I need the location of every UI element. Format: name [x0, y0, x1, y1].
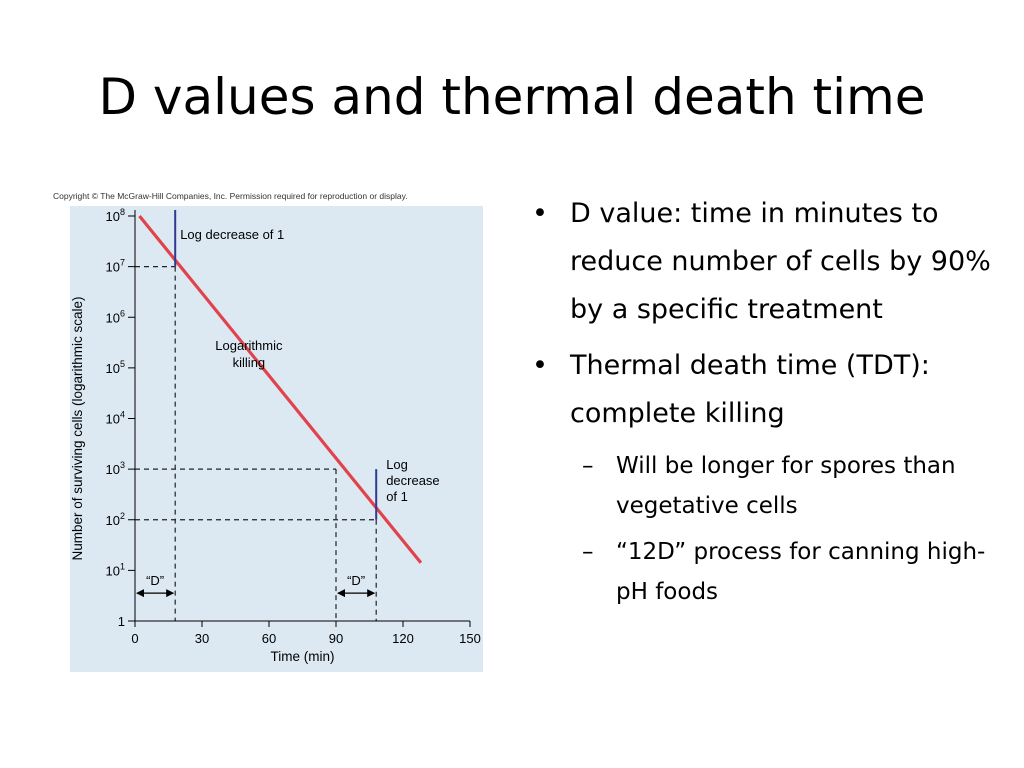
dashed-guides [135, 266, 377, 621]
survival-series [138, 214, 423, 564]
bullet-text: D value: time in minutes to reduce numbe… [570, 198, 991, 325]
dash-icon: – [582, 453, 594, 479]
bullet-dot-icon: • [532, 198, 548, 229]
x-tick-label: 120 [392, 631, 414, 646]
chart-annotations: Log decrease of 1 Logarithmic killing Log de… [180, 227, 439, 504]
bullet-item: • D value: time in minutes to reduce num… [532, 190, 1002, 334]
axes [134, 210, 470, 622]
arrow-left-icon [136, 589, 144, 598]
x-tick-label: 90 [329, 631, 343, 646]
dash-icon: – [582, 539, 594, 565]
sub-bullet-text: Will be longer for spores than vegetativ… [616, 453, 956, 519]
sub-bullet-text: “12D” process for canning high-pH foods [616, 539, 986, 605]
y-tick-label: 102 [106, 511, 125, 528]
bullet-list: • D value: time in minutes to reduce num… [532, 190, 1002, 618]
plot-background [70, 206, 483, 672]
y-axis-ticks: 1 101 102 103 104 105 106 107 108 [106, 207, 135, 629]
slide-title: D values and thermal death time [98, 68, 926, 126]
second-log-decrease-label: Log decrease of 1 [386, 457, 439, 504]
copyright-notice: Copyright © The McGraw-Hill Companies, I… [53, 191, 408, 201]
y-tick-label: 106 [106, 308, 125, 325]
arrow-right-icon [166, 589, 175, 598]
d-interval-label: “D” [347, 573, 365, 588]
chart-svg: Copyright © The McGraw-Hill Companies, I… [53, 191, 483, 672]
d-interval-labels: “D” “D” [136, 573, 376, 598]
x-tick-label: 150 [459, 631, 481, 646]
sub-bullet-item: – Will be longer for spores than vegetat… [532, 446, 1002, 526]
x-axis-label: Time (min) [271, 649, 335, 664]
x-axis-ticks: 0 30 60 90 120 150 [131, 621, 481, 646]
log-decrease-markers [174, 210, 378, 520]
y-tick-label: 103 [106, 460, 125, 477]
y-tick-label: 107 [106, 258, 125, 275]
y-tick-label: 101 [106, 561, 125, 578]
arrow-left-icon [337, 589, 345, 598]
arrow-right-icon [367, 589, 376, 598]
bullet-dot-icon: • [532, 350, 548, 381]
y-tick-label: 108 [106, 207, 125, 224]
x-tick-label: 60 [262, 631, 276, 646]
survival-line [138, 214, 423, 564]
d-interval-label: “D” [146, 573, 164, 588]
bullet-item: • Thermal death time (TDT): complete kil… [532, 342, 1002, 438]
chart-figure: Copyright © The McGraw-Hill Companies, I… [50, 186, 505, 674]
bullet-text: Thermal death time (TDT): complete killi… [570, 350, 930, 429]
logarithmic-killing-label: Logarithmic killing [215, 338, 283, 370]
y-tick-label: 1 [118, 614, 125, 629]
sub-bullet-item: – “12D” process for canning high-pH food… [532, 532, 1002, 612]
first-log-decrease-label: Log decrease of 1 [180, 227, 284, 242]
x-tick-label: 30 [195, 631, 209, 646]
x-tick-label: 0 [131, 631, 138, 646]
y-tick-label: 105 [106, 359, 125, 376]
y-tick-label: 104 [106, 410, 125, 427]
y-axis-label: Number of surviving cells (logarithmic s… [70, 296, 85, 560]
